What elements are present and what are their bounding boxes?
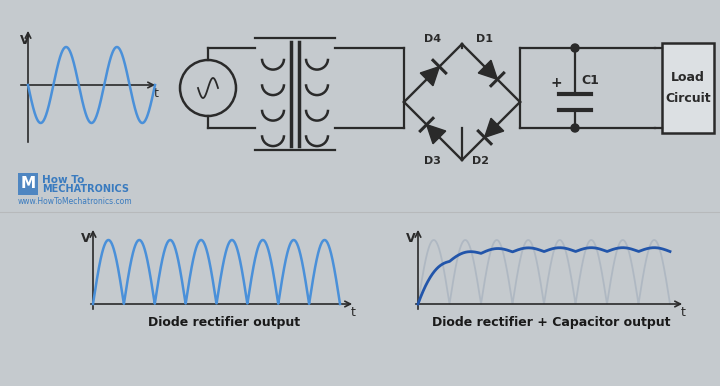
Polygon shape: [427, 125, 446, 144]
Text: D4: D4: [424, 34, 441, 44]
Text: D1: D1: [476, 34, 493, 44]
Text: V: V: [406, 232, 415, 245]
Polygon shape: [485, 118, 504, 137]
Text: C1: C1: [581, 74, 599, 87]
Polygon shape: [420, 67, 439, 86]
Text: Diode rectifier + Capacitor output: Diode rectifier + Capacitor output: [432, 316, 671, 329]
Text: How To: How To: [42, 175, 84, 185]
Text: Diode rectifier output: Diode rectifier output: [148, 316, 300, 329]
Text: V: V: [81, 232, 91, 245]
Text: www.HowToMechatronics.com: www.HowToMechatronics.com: [18, 197, 132, 206]
Text: t: t: [154, 87, 159, 100]
Text: t: t: [681, 306, 686, 319]
Circle shape: [571, 44, 579, 52]
Text: V: V: [20, 34, 30, 47]
Polygon shape: [478, 60, 498, 80]
Text: Circuit: Circuit: [665, 92, 711, 105]
Text: M: M: [20, 176, 35, 191]
Text: +: +: [551, 76, 562, 90]
Text: MECHATRONICS: MECHATRONICS: [42, 184, 129, 194]
Text: Load: Load: [671, 71, 705, 84]
Text: D2: D2: [472, 156, 489, 166]
Circle shape: [571, 124, 579, 132]
Text: D3: D3: [424, 156, 441, 166]
Bar: [662, 43, 714, 133]
Text: t: t: [351, 306, 356, 319]
Bar: [18, 173, 38, 195]
